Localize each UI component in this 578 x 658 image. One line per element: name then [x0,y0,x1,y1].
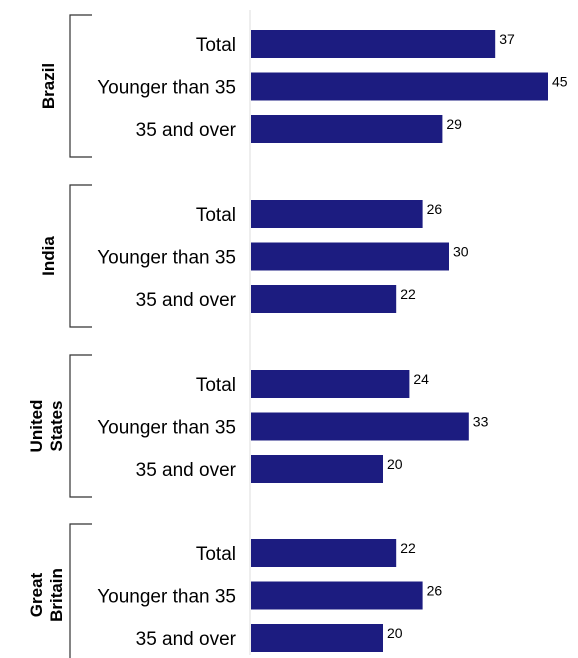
bar-brazil-2 [251,115,443,143]
category-label-united-states-0: Total [196,375,236,396]
category-label-india-0: Total [196,205,236,226]
chart-marks: Brazil Total 37 Younger than 35 45 35 and ove… [27,14,568,658]
value-label-india-1: 30 [453,244,469,260]
value-label-india-2: 22 [400,286,416,302]
bar-great-britain-2 [251,624,383,652]
value-label-brazil-1: 45 [552,74,568,90]
bar-great-britain-1 [251,581,423,610]
bar-brazil-0 [251,30,496,58]
category-label-brazil-1: Younger than 35 [97,78,236,99]
bar-india-1 [251,242,449,271]
group-bracket-united-states [69,354,92,498]
value-label-india-0: 26 [427,201,443,217]
bar-india-0 [251,200,423,228]
group-bracket-great-britain [69,523,92,658]
category-label-india-2: 35 and over [136,290,237,311]
value-label-united-states-2: 20 [387,456,403,472]
bar-united-states-1 [251,412,469,441]
value-label-united-states-0: 24 [413,371,429,387]
bar-united-states-2 [251,455,383,483]
category-label-united-states-2: 35 and over [136,460,237,481]
bar-brazil-1 [251,72,548,101]
value-label-great-britain-1: 26 [427,583,443,599]
category-label-india-1: Younger than 35 [97,248,236,269]
category-label-brazil-2: 35 and over [136,120,237,141]
group-label-great-britain: GreatBritain [27,568,66,622]
bar-india-2 [251,285,397,313]
bar-great-britain-0 [251,539,397,567]
value-label-great-britain-2: 20 [387,625,403,641]
category-label-united-states-1: Younger than 35 [97,418,236,439]
value-label-brazil-0: 37 [499,31,515,47]
value-label-great-britain-0: 22 [400,540,416,556]
bar-united-states-0 [251,370,410,398]
category-label-great-britain-1: Younger than 35 [97,587,236,608]
group-label-india: India [39,236,58,276]
category-label-great-britain-2: 35 and over [136,629,237,650]
group-label-united-states: UnitedStates [27,400,66,453]
category-label-brazil-0: Total [196,35,236,56]
value-label-united-states-1: 33 [473,414,489,430]
group-label-brazil: Brazil [39,63,58,109]
group-bracket-brazil [69,14,92,158]
value-label-brazil-2: 29 [446,116,462,132]
category-label-great-britain-0: Total [196,544,236,565]
group-bracket-india [69,184,92,328]
